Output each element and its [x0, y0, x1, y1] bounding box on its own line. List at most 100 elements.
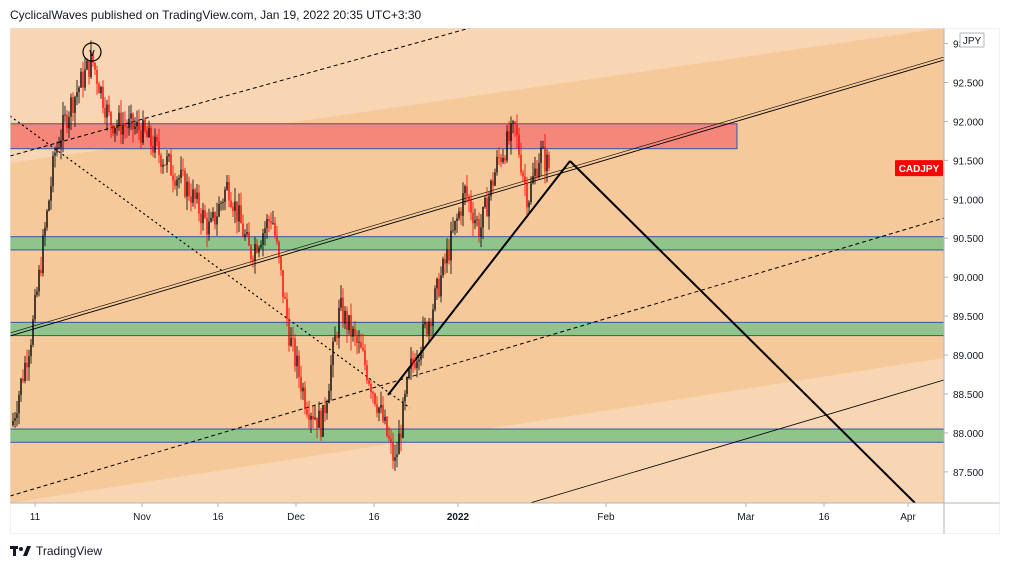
- chart-panel[interactable]: 93.00092.50092.00091.50091.00090.50090.0…: [9, 27, 1001, 535]
- candle: [146, 126, 148, 138]
- rising-trendline: [387, 160, 571, 396]
- candle: [446, 238, 448, 273]
- candle: [352, 325, 354, 342]
- candle: [346, 306, 348, 343]
- candle: [336, 331, 338, 345]
- candle: [496, 150, 498, 176]
- price-tick-label: 92.000: [953, 117, 984, 128]
- candle: [38, 264, 40, 297]
- candle: [518, 127, 520, 159]
- lower-channel-line: [529, 379, 944, 503]
- wave-label-text: v: [89, 47, 95, 59]
- candle: [180, 156, 182, 184]
- candle: [368, 377, 370, 386]
- candle: [478, 212, 480, 243]
- candle: [542, 140, 544, 149]
- publisher-attribution: CyclicalWaves published on TradingView.c…: [10, 8, 422, 22]
- candle: [236, 201, 238, 234]
- candle: [286, 292, 288, 327]
- candle: [408, 366, 410, 380]
- candle: [252, 255, 254, 268]
- candle: [454, 220, 456, 236]
- upper-channel-line: [10, 59, 944, 337]
- last-price-symbol: CADJPY: [899, 164, 940, 175]
- candle: [332, 337, 334, 378]
- candlestick-series: [12, 40, 550, 471]
- projected-decline-line: [569, 160, 916, 503]
- candle: [384, 409, 386, 425]
- candle: [314, 405, 316, 421]
- candle: [190, 183, 192, 212]
- candle: [364, 344, 366, 371]
- price-tick: 91.500: [944, 156, 984, 167]
- candle: [480, 214, 482, 248]
- candle: [410, 347, 412, 380]
- candle: [272, 210, 274, 225]
- candle: [392, 432, 394, 469]
- candle: [324, 397, 326, 422]
- candle: [482, 206, 484, 240]
- support-zone: [10, 428, 944, 443]
- candle: [366, 360, 368, 384]
- price-chart[interactable]: 93.00092.50092.00091.50091.00090.50090.0…: [9, 27, 1001, 535]
- candle: [284, 292, 286, 300]
- candle: [506, 125, 508, 163]
- price-tick: 90.500: [944, 234, 984, 245]
- candle: [234, 187, 236, 224]
- time-axis[interactable]: 11 Nov 16 Dec 16 2022 Feb Mar 16 Apr: [30, 503, 917, 523]
- candle: [494, 168, 496, 187]
- price-tick-label: 89.500: [953, 312, 984, 323]
- candle: [206, 212, 208, 248]
- candle: [246, 223, 248, 237]
- time-tick: 16: [368, 503, 380, 523]
- time-tick: 11: [30, 503, 41, 523]
- candle: [150, 125, 152, 156]
- time-tick: 16: [818, 503, 830, 523]
- candle: [490, 179, 492, 201]
- candle: [148, 120, 150, 138]
- brand-name: TradingView: [36, 544, 103, 558]
- candle: [474, 208, 476, 230]
- footer-brand[interactable]: TradingView: [10, 543, 102, 559]
- candle: [348, 315, 350, 335]
- price-zones: [10, 123, 944, 443]
- candle: [448, 239, 450, 265]
- candle: [114, 127, 116, 143]
- candle: [262, 228, 264, 257]
- candle: [524, 163, 526, 197]
- candle: [290, 327, 292, 347]
- candle: [370, 380, 372, 399]
- candle: [24, 355, 26, 384]
- price-tick: 91.000: [944, 195, 984, 206]
- support-zone: [10, 321, 944, 337]
- candle: [356, 330, 358, 355]
- currency-label-text: JPY: [963, 36, 982, 47]
- candle: [424, 317, 426, 329]
- price-axis[interactable]: 93.00092.50092.00091.50091.00090.50090.0…: [944, 40, 984, 479]
- candle: [538, 153, 540, 179]
- candle: [308, 400, 310, 429]
- candle: [500, 153, 502, 168]
- candle: [136, 110, 138, 134]
- price-tick-label: 91.500: [953, 156, 984, 167]
- candle: [34, 288, 36, 323]
- candle: [76, 79, 78, 106]
- time-tick-label: 16: [368, 512, 380, 523]
- candle: [98, 81, 100, 94]
- candle: [522, 169, 524, 182]
- candle: [222, 198, 224, 211]
- candle: [382, 396, 384, 423]
- candle: [160, 152, 162, 174]
- candle: [268, 215, 270, 233]
- candle: [266, 214, 268, 239]
- candle: [492, 171, 494, 194]
- time-tick: 2022: [447, 503, 470, 523]
- candle: [66, 110, 68, 134]
- candle: [138, 109, 140, 141]
- price-tick-label: 87.500: [953, 468, 984, 479]
- candle: [468, 194, 470, 212]
- candle: [508, 121, 510, 145]
- candle: [194, 187, 196, 209]
- time-tick-label: Nov: [133, 512, 151, 523]
- candle: [400, 424, 402, 452]
